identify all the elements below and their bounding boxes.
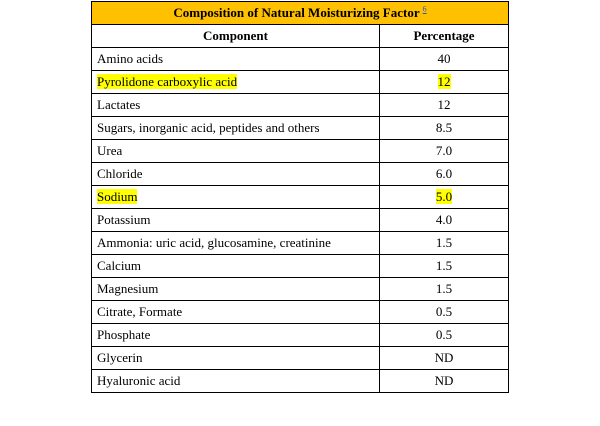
component-cell: Magnesium xyxy=(91,277,380,301)
table-row: Amino acids 40 xyxy=(91,47,509,71)
table-row: Ammonia: uric acid, glucosamine, creatin… xyxy=(91,231,509,255)
component-name: Urea xyxy=(97,143,123,158)
table-header-row: Component Percentage xyxy=(91,24,509,48)
table-title-row: Composition of Natural Moisturizing Fact… xyxy=(91,1,509,25)
table-row: Lactates 12 xyxy=(91,93,509,117)
component-cell: Potassium xyxy=(91,208,380,232)
component-name: Calcium xyxy=(97,258,142,273)
component-name: Citrate, Formate xyxy=(97,304,183,319)
nmf-composition-table: Composition of Natural Moisturizing Fact… xyxy=(91,1,509,393)
component-cell: Ammonia: uric acid, glucosamine, creatin… xyxy=(91,231,380,255)
percentage-value: 7.0 xyxy=(435,143,453,158)
percentage-cell: 1.5 xyxy=(379,277,509,301)
table-title: Composition of Natural Moisturizing Fact… xyxy=(91,1,509,25)
component-cell: Citrate, Formate xyxy=(91,300,380,324)
percentage-cell: 1.5 xyxy=(379,254,509,278)
percentage-value: 1.5 xyxy=(435,258,453,273)
component-name: Amino acids xyxy=(97,51,164,66)
component-cell: Amino acids xyxy=(91,47,380,71)
component-name: Sugars, inorganic acid, peptides and oth… xyxy=(97,120,320,135)
component-cell: Pyrolidone carboxylic acid xyxy=(91,70,380,94)
table-row: Chloride 6.0 xyxy=(91,162,509,186)
component-cell: Calcium xyxy=(91,254,380,278)
percentage-value: 0.5 xyxy=(435,327,453,342)
component-cell: Chloride xyxy=(91,162,380,186)
percentage-value: 1.5 xyxy=(435,235,453,250)
percentage-cell: 4.0 xyxy=(379,208,509,232)
percentage-cell: ND xyxy=(379,369,509,393)
component-name: Hyaluronic acid xyxy=(97,373,181,388)
percentage-value: ND xyxy=(434,373,454,388)
table-row: Urea 7.0 xyxy=(91,139,509,163)
component-cell: Lactates xyxy=(91,93,380,117)
percentage-value: 40 xyxy=(437,51,451,66)
component-cell: Hyaluronic acid xyxy=(91,369,380,393)
component-name: Ammonia: uric acid, glucosamine, creatin… xyxy=(97,235,331,250)
table-body: Amino acids 40 Pyrolidone carboxylic acid 1… xyxy=(91,47,509,393)
percentage-cell: 7.0 xyxy=(379,139,509,163)
percentage-value: ND xyxy=(434,350,454,365)
component-name: Glycerin xyxy=(97,350,143,365)
percentage-cell: 40 xyxy=(379,47,509,71)
percentage-cell: 12 xyxy=(379,93,509,117)
component-cell: Phosphate xyxy=(91,323,380,347)
component-name: Potassium xyxy=(97,212,151,227)
percentage-cell: ND xyxy=(379,346,509,370)
percentage-cell: 1.5 xyxy=(379,231,509,255)
component-name: Phosphate xyxy=(97,327,151,342)
percentage-value: 8.5 xyxy=(435,120,453,135)
component-cell: Sugars, inorganic acid, peptides and oth… xyxy=(91,116,380,140)
percentage-cell: 6.0 xyxy=(379,162,509,186)
table-row: Hyaluronic acid ND xyxy=(91,369,509,393)
percentage-cell: 8.5 xyxy=(379,116,509,140)
header-component: Component xyxy=(91,24,380,48)
component-name: Lactates xyxy=(97,97,141,112)
reference-link[interactable]: 6 xyxy=(422,4,427,14)
component-name: Chloride xyxy=(97,166,143,181)
percentage-value: 6.0 xyxy=(435,166,453,181)
percentage-cell: 5.0 xyxy=(379,185,509,209)
component-name: Sodium xyxy=(97,189,138,204)
percentage-cell: 0.5 xyxy=(379,323,509,347)
table-row: Citrate, Formate 0.5 xyxy=(91,300,509,324)
table-title-text: Composition of Natural Moisturizing Fact… xyxy=(173,5,420,20)
table-row: Calcium 1.5 xyxy=(91,254,509,278)
table-row: Phosphate 0.5 xyxy=(91,323,509,347)
header-percentage: Percentage xyxy=(379,24,509,48)
component-name: Pyrolidone carboxylic acid xyxy=(97,74,238,89)
table-row: Pyrolidone carboxylic acid 12 xyxy=(91,70,509,94)
component-name: Magnesium xyxy=(97,281,159,296)
percentage-value: 1.5 xyxy=(435,281,453,296)
percentage-value: 12 xyxy=(437,74,451,89)
table-row: Glycerin ND xyxy=(91,346,509,370)
percentage-cell: 12 xyxy=(379,70,509,94)
table-row: Sodium 5.0 xyxy=(91,185,509,209)
table-row: Potassium 4.0 xyxy=(91,208,509,232)
table-row: Sugars, inorganic acid, peptides and oth… xyxy=(91,116,509,140)
component-cell: Urea xyxy=(91,139,380,163)
percentage-value: 0.5 xyxy=(435,304,453,319)
component-cell: Sodium xyxy=(91,185,380,209)
table-row: Magnesium 1.5 xyxy=(91,277,509,301)
percentage-value: 12 xyxy=(437,97,451,112)
component-cell: Glycerin xyxy=(91,346,380,370)
percentage-value: 5.0 xyxy=(435,189,453,204)
percentage-value: 4.0 xyxy=(435,212,453,227)
percentage-cell: 0.5 xyxy=(379,300,509,324)
